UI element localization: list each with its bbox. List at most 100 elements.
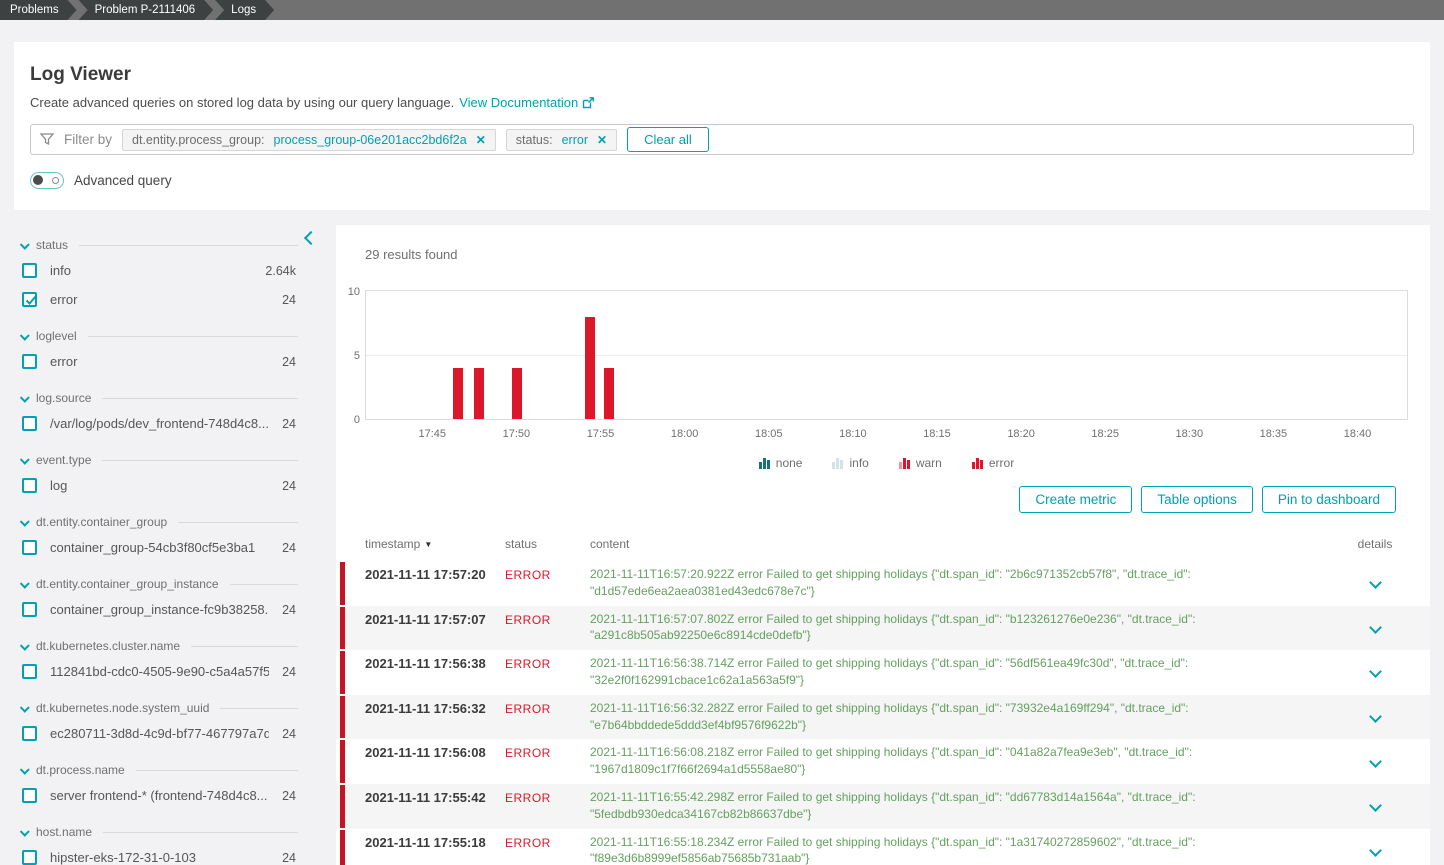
y-axis-tick-label: 0 <box>353 414 360 426</box>
facet-divider <box>191 645 298 647</box>
facet-item[interactable]: info 2.64k <box>22 256 298 285</box>
breadcrumb-item[interactable]: Logs <box>215 0 274 20</box>
facet-checkbox[interactable] <box>22 292 37 307</box>
facet-checkbox[interactable] <box>22 540 37 555</box>
filter-chip[interactable]: dt.entity.process_group: process_group-0… <box>122 128 496 151</box>
facet-checkbox[interactable] <box>22 850 37 865</box>
facet-item-label: error <box>50 354 78 369</box>
facet-item-label: ec280711-3d8d-4c9d-bf77-467797a7d... <box>50 726 270 741</box>
collapse-sidebar-icon[interactable] <box>303 230 319 246</box>
view-documentation-link[interactable]: View Documentation <box>459 95 595 110</box>
remove-filter-icon[interactable]: ✕ <box>597 132 608 147</box>
facet-name: event.type <box>36 453 92 467</box>
facet-checkbox[interactable] <box>22 354 37 369</box>
row-content: 2021-11-11T16:56:32.282Z error Failed to… <box>590 700 1320 734</box>
facet-checkbox[interactable] <box>22 416 37 431</box>
facet-checkbox[interactable] <box>22 263 37 278</box>
filter-funnel-icon <box>40 133 54 146</box>
row-content-line2: "d1d57ede6ea2aea0381ed43edc678e7c"} <box>590 583 815 598</box>
expand-row-chevron-icon[interactable] <box>1368 710 1382 723</box>
facet-item[interactable]: error 24 <box>22 285 298 314</box>
facet-chevron-down-icon[interactable] <box>19 239 30 250</box>
facet-item[interactable]: 112841bd-cdc0-4505-9e90-c5a4a57f5... 24 <box>22 657 298 686</box>
legend-item[interactable]: warn <box>898 457 942 469</box>
facet-chevron-down-icon[interactable] <box>19 640 30 651</box>
facet-chevron-down-icon[interactable] <box>19 826 30 837</box>
facet-chevron-down-icon[interactable] <box>19 578 30 589</box>
facet-checkbox[interactable] <box>22 478 37 493</box>
filter-bar[interactable]: Filter by dt.entity.process_group: proce… <box>30 124 1414 155</box>
remove-filter-icon[interactable]: ✕ <box>475 132 486 147</box>
facet-checkbox[interactable] <box>22 788 37 803</box>
facet-chevron-down-icon[interactable] <box>19 702 30 713</box>
row-content: 2021-11-11T16:57:07.802Z error Failed to… <box>590 611 1320 645</box>
facet-sidebar: status info 2.64k error 24 loglevel <box>14 232 300 865</box>
histogram-bar[interactable] <box>474 367 485 419</box>
facet-section: dt.process.name server frontend-* (front… <box>19 763 298 810</box>
advanced-query-toggle[interactable] <box>30 172 64 189</box>
facet-chevron-down-icon[interactable] <box>19 330 30 341</box>
row-status-badge: ERROR <box>505 835 551 850</box>
table-row[interactable]: 2021-11-11 17:56:08 ERROR 2021-11-11T16:… <box>336 739 1430 784</box>
breadcrumb-label: Problem P-2111406 <box>94 4 196 16</box>
facet-chevron-down-icon[interactable] <box>19 516 30 527</box>
legend-label: error <box>988 456 1015 470</box>
legend-item[interactable]: error <box>971 456 1015 470</box>
facet-chevron-down-icon[interactable] <box>19 392 30 403</box>
facet-item-label: container_group_instance-fc9b38258... <box>50 602 270 617</box>
facet-divider <box>229 583 298 585</box>
checkmark-icon <box>25 295 36 305</box>
filter-chip-key: status: <box>515 132 553 147</box>
facet-chevron-down-icon[interactable] <box>19 454 30 465</box>
row-content: 2021-11-11T16:55:18.234Z error Failed to… <box>590 834 1320 865</box>
facet-item[interactable]: /var/log/pods/dev_frontend-748d4c8... 24 <box>22 409 298 438</box>
expand-row-chevron-icon[interactable] <box>1368 799 1382 813</box>
facet-checkbox[interactable] <box>22 664 37 679</box>
expand-row-chevron-icon[interactable] <box>1368 665 1382 679</box>
facet-section: log.source /var/log/pods/dev_frontend-74… <box>19 391 298 438</box>
action-button[interactable]: Table options <box>1141 486 1253 513</box>
histogram-bar[interactable] <box>604 367 615 419</box>
table-row[interactable]: 2021-11-11 17:56:32 ERROR 2021-11-11T16:… <box>336 694 1430 740</box>
table-row[interactable]: 2021-11-11 17:55:42 ERROR 2021-11-11T16:… <box>336 783 1430 829</box>
breadcrumb-item[interactable]: Problems <box>0 0 77 20</box>
facet-checkbox[interactable] <box>22 726 37 741</box>
facet-item[interactable]: container_group-54cb3f80cf5e3ba1 24 <box>22 533 298 562</box>
y-axis-tick-label: 10 <box>347 286 360 298</box>
table-row[interactable]: 2021-11-11 17:55:18 ERROR 2021-11-11T16:… <box>336 829 1430 865</box>
facet-item[interactable]: error 24 <box>22 347 298 376</box>
legend-item[interactable]: none <box>758 457 802 469</box>
facet-checkbox[interactable] <box>22 602 37 617</box>
column-header-timestamp[interactable]: timestamp ▼ <box>365 537 433 551</box>
histogram-bar[interactable] <box>453 367 464 419</box>
breadcrumb-item[interactable]: Problem P-2111406 <box>79 0 214 20</box>
row-content-line2: "e7b64bbddede5ddd3ef4bf9576f9622b"} <box>590 717 807 732</box>
facet-item[interactable]: hipster-eks-172-31-0-103 24 <box>22 843 298 865</box>
clear-all-button[interactable]: Clear all <box>627 127 709 152</box>
x-axis-tick-label: 17:55 <box>586 428 615 440</box>
histogram-bar[interactable] <box>512 367 523 419</box>
action-button[interactable]: Create metric <box>1019 486 1133 513</box>
facet-item[interactable]: server frontend-* (frontend-748d4c8... 2… <box>22 781 298 810</box>
histogram-bar[interactable] <box>584 316 595 419</box>
expand-row-chevron-icon[interactable] <box>1368 843 1382 857</box>
facet-item[interactable]: ec280711-3d8d-4c9d-bf77-467797a7d... 24 <box>22 719 298 748</box>
facet-item-label: container_group-54cb3f80cf5e3ba1 <box>50 540 256 555</box>
facet-section: status info 2.64k error 24 <box>19 238 298 314</box>
table-row[interactable]: 2021-11-11 17:57:07 ERROR 2021-11-11T16:… <box>336 605 1430 651</box>
expand-row-chevron-icon[interactable] <box>1368 754 1382 768</box>
facet-chevron-down-icon[interactable] <box>19 764 30 775</box>
table-row[interactable]: 2021-11-11 17:57:20 ERROR 2021-11-11T16:… <box>336 561 1430 606</box>
expand-row-chevron-icon[interactable] <box>1368 576 1382 590</box>
facet-divider <box>103 831 298 833</box>
facet-name: dt.kubernetes.node.system_uuid <box>36 701 210 715</box>
expand-row-chevron-icon[interactable] <box>1368 621 1382 634</box>
filter-chip[interactable]: status: error ✕ <box>505 128 618 151</box>
legend-item[interactable]: info <box>832 457 869 469</box>
facet-item[interactable]: container_group_instance-fc9b38258... 24 <box>22 595 298 624</box>
action-button[interactable]: Pin to dashboard <box>1261 486 1396 513</box>
table-row[interactable]: 2021-11-11 17:56:38 ERROR 2021-11-11T16:… <box>336 650 1430 695</box>
row-timestamp: 2021-11-11 17:56:32 <box>365 700 486 716</box>
facet-name: host.name <box>36 825 93 839</box>
facet-item[interactable]: log 24 <box>22 471 298 500</box>
